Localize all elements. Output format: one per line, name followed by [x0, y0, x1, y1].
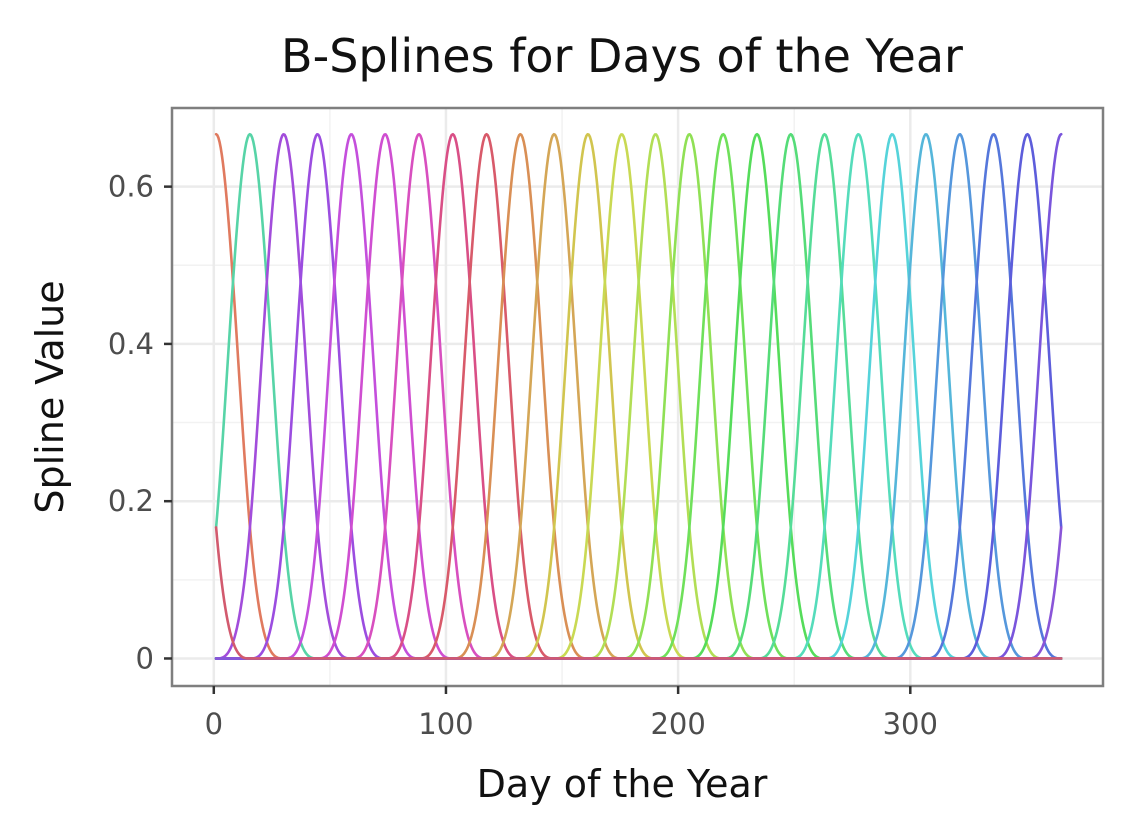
x-tick-label: 200 — [650, 707, 705, 741]
x-axis-ticks: 0 100 200 300 — [205, 686, 938, 741]
spline-series-28 — [214, 526, 1063, 660]
y-tick-label: 0.6 — [108, 170, 154, 204]
chart-title: B-Splines for Days of the Year — [281, 29, 963, 83]
x-tick-label: 100 — [418, 707, 473, 741]
x-axis-title: Day of the Year — [477, 762, 768, 806]
y-axis-title: Spline Value — [28, 280, 72, 513]
y-tick-label: 0.4 — [108, 327, 154, 361]
series-layer — [214, 132, 1063, 660]
panel-background — [172, 108, 1103, 686]
y-tick-label: 0.2 — [108, 484, 154, 518]
panel-border — [170, 106, 1105, 688]
x-tick-label: 300 — [883, 707, 938, 741]
y-axis-ticks: 0 0.2 0.4 0.6 — [108, 170, 172, 675]
plot-panel — [172, 108, 1103, 686]
y-tick-label: 0 — [136, 641, 154, 675]
panel-border-rect — [170, 106, 1105, 688]
x-tick-label: 0 — [205, 707, 223, 741]
